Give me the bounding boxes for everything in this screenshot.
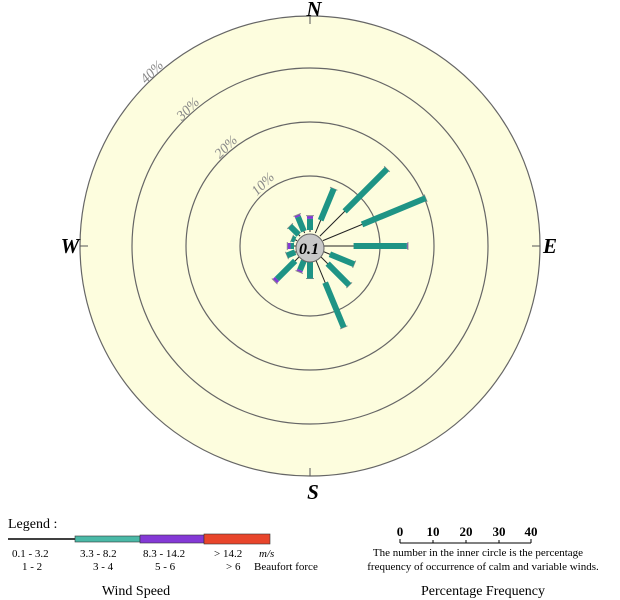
wind-bars [271, 165, 428, 330]
bar-dir-2-body [342, 166, 390, 214]
compass-east: E [542, 234, 557, 258]
legend-caption: Wind Speed [102, 584, 170, 599]
compass-north: N [305, 0, 322, 21]
bar-dir-14-body [287, 223, 301, 237]
scale-tick-20: 20 [460, 524, 473, 539]
bar-dir-15-end-cap [293, 212, 302, 217]
bar-dir-13-end-cap [290, 234, 295, 243]
scale-tick-0: 0 [397, 524, 404, 539]
legend-ms-3: 8.3 - 14.2 [143, 548, 185, 560]
legend-bf-1: 1 - 2 [22, 561, 42, 573]
scale-note-line1: The number in the inner circle is the pe… [373, 547, 583, 559]
bar-dir-11-end-cap [284, 251, 289, 260]
bar-dir-15-body [295, 215, 307, 233]
bar-dir-5-body [328, 251, 356, 268]
bar-dir-10-end-cap [271, 278, 278, 285]
bar-dir-3-end-cap [423, 194, 428, 202]
compass-west: W [61, 234, 81, 258]
legend-ms-4: > 14.2 [214, 548, 242, 560]
bar-dir-7-end-cap [339, 325, 348, 330]
bar-dir-10-band-2 [272, 276, 280, 284]
compass-south: S [307, 480, 319, 500]
scale-note-line2: frequency of occurrence of calm and vari… [367, 561, 599, 573]
legend-title: Legend : [8, 517, 57, 532]
wind-rose-chart: N S W E 10% 20% 30% 40% 0.1 [61, 0, 557, 500]
scale-tick-30: 30 [493, 524, 506, 539]
scale-tick-40: 40 [525, 524, 538, 539]
legend-ms-2: 3.3 - 8.2 [80, 548, 117, 560]
ring-20 [185, 121, 435, 371]
legend-bf-unit: Beaufort force [254, 561, 318, 573]
bar-dir-3-body [360, 195, 427, 228]
legend-band-3 [139, 534, 205, 544]
bar-dir-7-body [322, 281, 347, 329]
scale-caption: Percentage Frequency [421, 584, 545, 599]
legend-ms-1: 0.1 - 3.2 [12, 548, 49, 560]
scale-tick-10: 10 [427, 524, 440, 539]
bar-dir-6-body [325, 261, 352, 288]
bar-dir-9-body [297, 259, 307, 272]
ring-30 [131, 67, 489, 425]
legend-band-4 [203, 533, 271, 545]
legend-area: Legend : 0.1 - 3.2 3.3 - 8.2 8.3 - 14.2 … [8, 517, 599, 599]
bar-dir-2-end-cap [383, 165, 391, 173]
legend-band-2 [74, 535, 141, 543]
percentage-scale-bar [399, 539, 532, 544]
bar-dir-1-end-cap [329, 186, 338, 191]
calm-circle [295, 233, 325, 263]
bar-dir-1-body [317, 187, 337, 222]
legend-bf-2: 3 - 4 [93, 561, 114, 573]
bar-dir-10-body [274, 258, 298, 282]
legend-bf-3: 5 - 6 [155, 561, 176, 573]
legend-ms-unit: m/s [259, 548, 274, 560]
legend-bf-4: > 6 [226, 561, 241, 573]
bar-dir-9-end-cap [295, 270, 304, 275]
calm-value: 0.1 [299, 241, 319, 258]
bar-dir-11-body [285, 249, 297, 259]
bar-dir-13-body [290, 235, 297, 243]
